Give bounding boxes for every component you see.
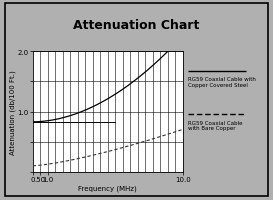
Y-axis label: Attenuation (db/100 Ft.): Attenuation (db/100 Ft.) <box>10 70 16 154</box>
Text: RG59 Coaxial Cable
with Bare Copper: RG59 Coaxial Cable with Bare Copper <box>188 120 243 131</box>
X-axis label: Frequency (MHz): Frequency (MHz) <box>78 185 137 191</box>
Text: RG59 Coaxial Cable with
Copper Covered Steel: RG59 Coaxial Cable with Copper Covered S… <box>188 77 256 88</box>
Text: Attenuation Chart: Attenuation Chart <box>73 19 200 31</box>
